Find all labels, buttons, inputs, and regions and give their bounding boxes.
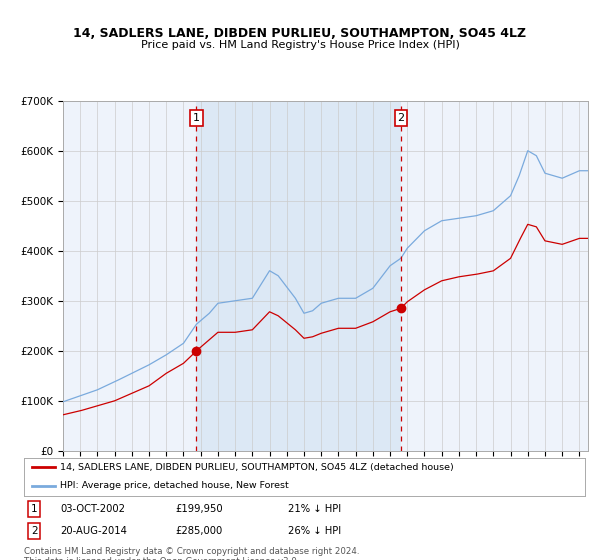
Text: Price paid vs. HM Land Registry's House Price Index (HPI): Price paid vs. HM Land Registry's House … bbox=[140, 40, 460, 50]
Text: £199,950: £199,950 bbox=[175, 504, 223, 514]
Text: Contains HM Land Registry data © Crown copyright and database right 2024.
This d: Contains HM Land Registry data © Crown c… bbox=[24, 547, 359, 560]
Text: HPI: Average price, detached house, New Forest: HPI: Average price, detached house, New … bbox=[61, 481, 289, 490]
Text: 03-OCT-2002: 03-OCT-2002 bbox=[61, 504, 125, 514]
Text: 14, SADLERS LANE, DIBDEN PURLIEU, SOUTHAMPTON, SO45 4LZ: 14, SADLERS LANE, DIBDEN PURLIEU, SOUTHA… bbox=[73, 27, 527, 40]
Text: 21% ↓ HPI: 21% ↓ HPI bbox=[287, 504, 341, 514]
Text: 2: 2 bbox=[31, 526, 37, 536]
Bar bbox=[196, 101, 401, 451]
Text: 26% ↓ HPI: 26% ↓ HPI bbox=[287, 526, 341, 536]
Text: 20-AUG-2014: 20-AUG-2014 bbox=[61, 526, 127, 536]
Text: 1: 1 bbox=[193, 113, 200, 123]
Text: 1: 1 bbox=[31, 504, 37, 514]
Text: £285,000: £285,000 bbox=[175, 526, 223, 536]
Text: 14, SADLERS LANE, DIBDEN PURLIEU, SOUTHAMPTON, SO45 4LZ (detached house): 14, SADLERS LANE, DIBDEN PURLIEU, SOUTHA… bbox=[61, 463, 454, 472]
Text: 2: 2 bbox=[397, 113, 404, 123]
